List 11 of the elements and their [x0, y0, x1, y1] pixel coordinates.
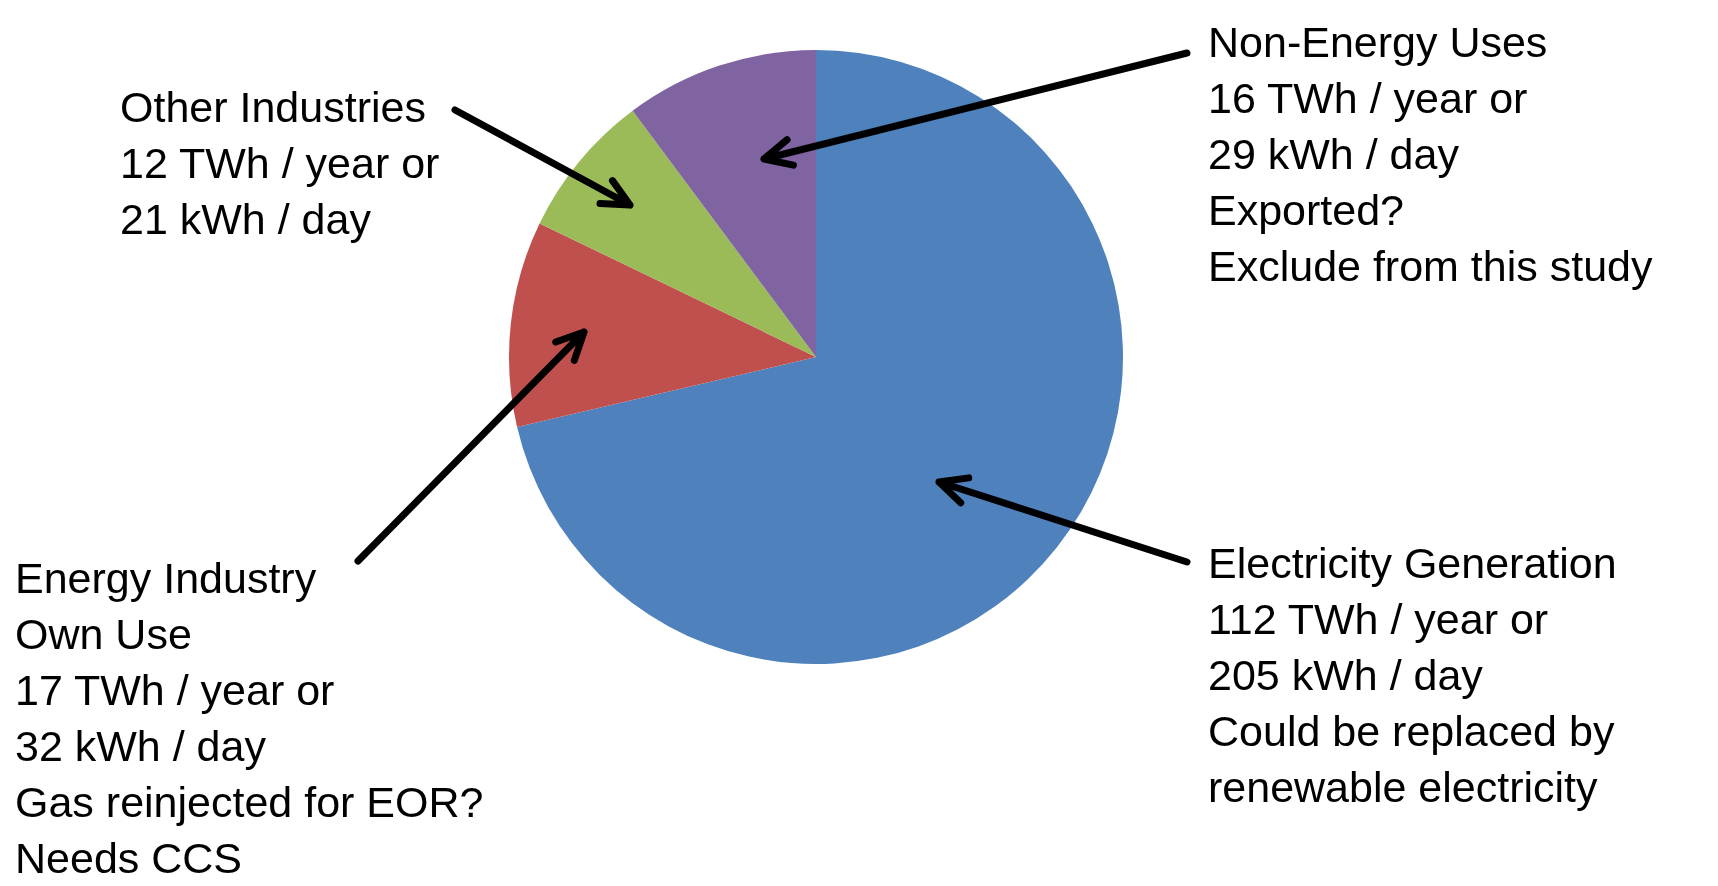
data-label: 112 TWh / year or 205 kWh / day [1208, 594, 1549, 699]
text: Could be replaced by renewable electricity [1208, 706, 1615, 811]
text: Exported? Exclude from this study [1208, 185, 1653, 290]
data-label: 16 TWh / year or 29 kWh / day [1208, 73, 1528, 178]
slice-label: Non-Energy Uses [1208, 17, 1548, 66]
slice-label: Energy Industry Own Use [15, 553, 317, 658]
slice-label: Electricity Generation [1208, 538, 1617, 587]
data-label: 17 TWh / year or 32 kWh / day [15, 665, 335, 770]
text: Gas reinjected for EOR? Needs CCS [15, 777, 484, 882]
slice-label: Other Industries [120, 82, 426, 131]
data-label: 12 TWh / year or 21 kWh / day [120, 138, 440, 243]
